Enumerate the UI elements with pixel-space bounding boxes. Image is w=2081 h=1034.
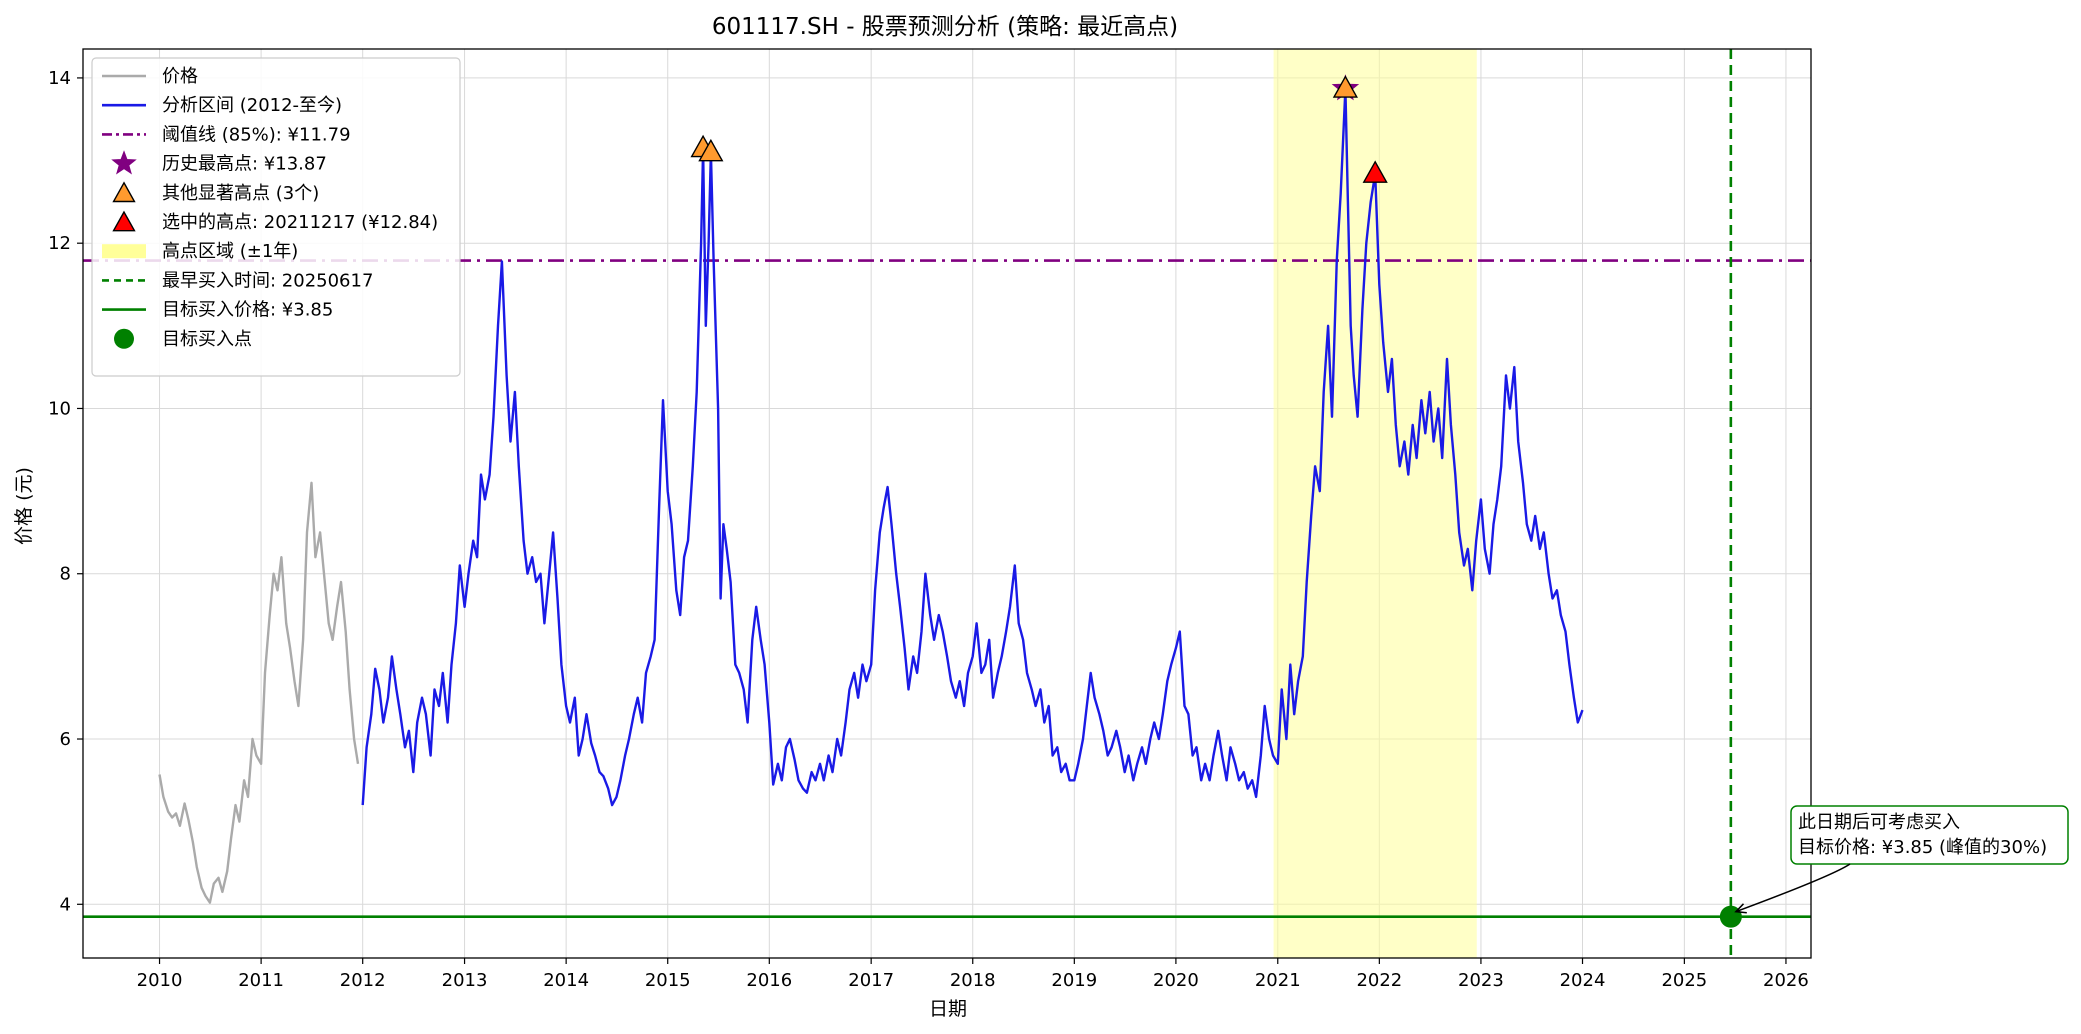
notable-high-marker bbox=[1332, 75, 1358, 98]
notable-high-marker bbox=[698, 138, 724, 162]
y-tick-label: 4 bbox=[60, 894, 71, 915]
x-tick-label: 2026 bbox=[1763, 970, 1809, 991]
x-tick-label: 2024 bbox=[1560, 970, 1606, 991]
x-tick-label: 2013 bbox=[442, 970, 488, 991]
legend-circle-swatch bbox=[114, 328, 134, 349]
legend-entry: 其他显著高点 (3个) bbox=[112, 181, 319, 204]
legend-entry: 阈值线 (85%): ¥11.79 bbox=[102, 124, 351, 145]
legend-star-swatch bbox=[111, 150, 137, 175]
y-tick-label: 8 bbox=[60, 564, 71, 585]
analysis-series-line bbox=[361, 87, 1584, 807]
legend-triangle-swatch bbox=[112, 181, 136, 203]
legend-entry: 目标买入点 bbox=[114, 328, 252, 350]
y-axis-label: 价格 (元) bbox=[13, 467, 35, 545]
legend-label: 分析区间 (2012-至今) bbox=[162, 95, 342, 116]
legend-box bbox=[91, 57, 461, 377]
x-tick-label: 2016 bbox=[746, 970, 792, 991]
legend-entry: 价格 bbox=[102, 66, 198, 87]
plot-area bbox=[83, 49, 1811, 958]
annotation-line-2: 目标价格: ¥3.85 (峰值的30%) bbox=[1798, 837, 2047, 858]
legend-triangle-swatch bbox=[112, 210, 136, 232]
legend-patch-swatch bbox=[102, 244, 146, 259]
y-tick-label: 10 bbox=[48, 398, 71, 419]
legend-label: 历史最高点: ¥13.87 bbox=[162, 154, 327, 175]
x-tick-label: 2020 bbox=[1153, 970, 1199, 991]
plot-frame bbox=[82, 48, 1812, 959]
x-tick-label: 2012 bbox=[340, 970, 386, 991]
legend-entry: 选中的高点: 20211217 (¥12.84) bbox=[112, 210, 438, 233]
x-tick-label: 2025 bbox=[1661, 970, 1707, 991]
marker-layer bbox=[690, 74, 1742, 928]
annotation-box bbox=[1790, 805, 2069, 865]
x-tick-label: 2022 bbox=[1356, 970, 1402, 991]
selected-high-marker bbox=[1362, 160, 1388, 183]
x-tick-label: 2010 bbox=[137, 970, 183, 991]
x-axis-label: 日期 bbox=[929, 998, 967, 1020]
x-tick-label: 2019 bbox=[1051, 970, 1097, 991]
x-tick-label: 2017 bbox=[848, 970, 894, 991]
x-tick-label: 2023 bbox=[1458, 970, 1504, 991]
legend-label: 最早买入时间: 20250617 bbox=[162, 270, 373, 291]
legend-label: 价格 bbox=[162, 66, 198, 87]
legend-label: 选中的高点: 20211217 (¥12.84) bbox=[162, 212, 438, 233]
y-axis-ticks: 4 6 8 10 12 14 bbox=[48, 68, 83, 915]
legend-label: 其他显著高点 (3个) bbox=[162, 183, 319, 204]
legend-entry: 目标买入价格: ¥3.85 bbox=[102, 300, 333, 321]
legend-entry: 分析区间 (2012-至今) bbox=[102, 95, 342, 116]
price-series-line bbox=[158, 481, 360, 904]
legend-entry: 高点区域 (±1年) bbox=[102, 241, 298, 262]
y-tick-label: 6 bbox=[60, 729, 71, 750]
x-tick-label: 2021 bbox=[1255, 970, 1301, 991]
legend-label: 阈值线 (85%): ¥11.79 bbox=[162, 124, 351, 145]
legend-entry: 历史最高点: ¥13.87 bbox=[111, 150, 327, 175]
annotation-arrowhead bbox=[1734, 903, 1747, 914]
legend-label: 目标买入点 bbox=[162, 329, 252, 350]
legend-label: 高点区域 (±1年) bbox=[162, 241, 298, 262]
x-axis-ticks: 2010 2011 2012 2013 2014 2015 2016 2017 2018 2019… bbox=[137, 958, 1809, 991]
x-tick-label: 2014 bbox=[543, 970, 589, 991]
buy-annotation: 此日期后可考虑买入 目标价格: ¥3.85 (峰值的30%) bbox=[1734, 805, 2069, 914]
y-tick-label: 14 bbox=[48, 68, 71, 89]
annotation-line-1: 此日期后可考虑买入 bbox=[1798, 812, 1960, 833]
annotation-arrow bbox=[1735, 863, 1851, 913]
x-tick-label: 2011 bbox=[238, 970, 284, 991]
x-tick-label: 2015 bbox=[645, 970, 691, 991]
legend-label: 目标买入价格: ¥3.85 bbox=[162, 300, 333, 321]
legend-entry: 最早买入时间: 20250617 bbox=[102, 270, 373, 291]
chart-title: 601117.SH - 股票预测分析 (策略: 最近高点) bbox=[712, 14, 1178, 40]
y-tick-label: 12 bbox=[48, 233, 71, 254]
x-tick-label: 2018 bbox=[950, 970, 996, 991]
